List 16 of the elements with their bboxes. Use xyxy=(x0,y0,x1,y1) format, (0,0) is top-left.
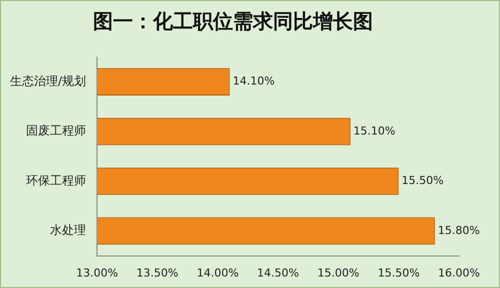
y-tick-label: 环保工程师 xyxy=(26,173,86,188)
x-tick-label: 15.50% xyxy=(378,266,420,280)
chart-title: 图一：化工职位需求同比增长图 xyxy=(93,9,373,34)
x-tick-label: 16.00% xyxy=(438,266,480,280)
y-tick-label: 水处理 xyxy=(50,223,86,238)
x-tick-label: 13.50% xyxy=(136,266,178,280)
y-tick-label: 生态治理/规划 xyxy=(10,74,86,88)
y-tick-label: 固废工程师 xyxy=(26,124,86,138)
data-label: 15.50% xyxy=(402,174,444,188)
x-tick-label: 15.00% xyxy=(317,266,360,280)
data-label: 15.80% xyxy=(438,224,480,237)
x-tick-label: 14.50% xyxy=(257,266,299,280)
data-label: 14.10% xyxy=(232,74,275,88)
x-tick-label: 14.00% xyxy=(196,266,239,280)
data-label: 15.10% xyxy=(353,124,396,138)
x-tick-label: 13.00% xyxy=(76,266,118,280)
